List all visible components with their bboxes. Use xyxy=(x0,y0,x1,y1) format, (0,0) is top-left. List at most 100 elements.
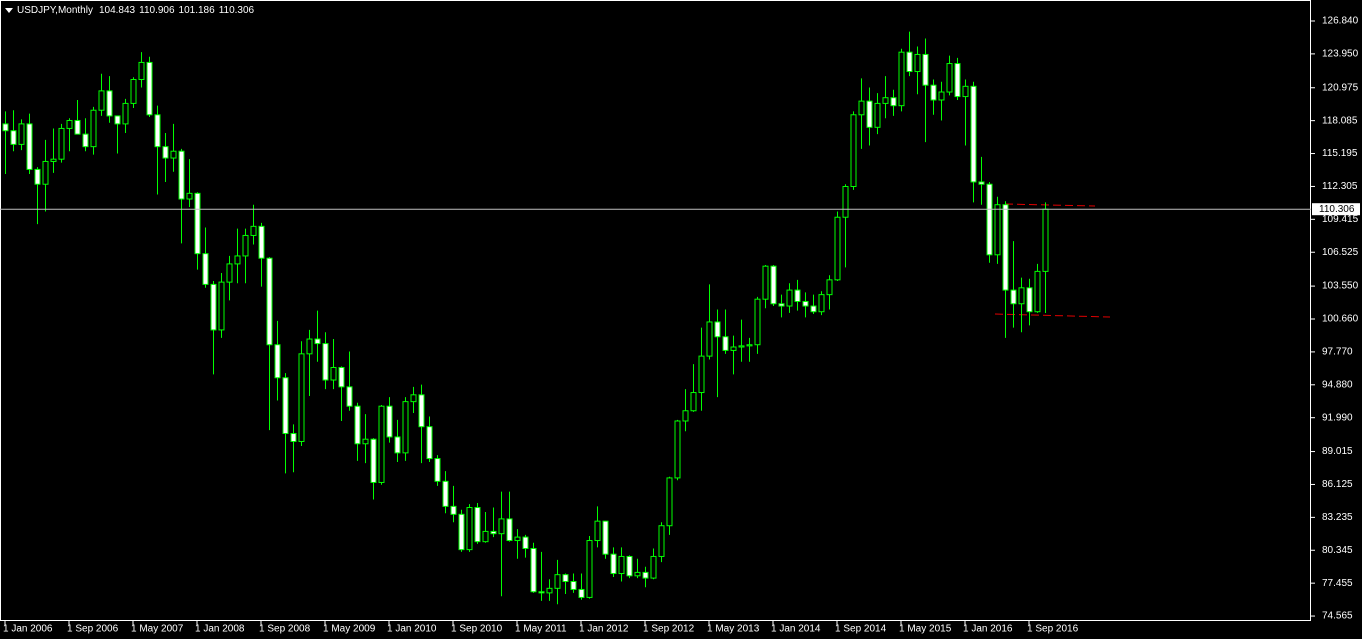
candle-body xyxy=(306,338,313,355)
high-value: 110.906 xyxy=(139,5,175,16)
candle-body xyxy=(698,355,705,394)
trend-line[interactable] xyxy=(994,313,1111,318)
x-tick-label: 1 Jan 2012 xyxy=(579,624,629,635)
candle-body xyxy=(266,257,273,346)
candle-body xyxy=(786,289,793,307)
candle-body xyxy=(362,438,369,445)
candle-body xyxy=(90,109,97,148)
x-tick-label: 1 May 2009 xyxy=(323,624,376,635)
candle-body xyxy=(594,520,601,542)
candle-body xyxy=(34,168,41,185)
x-tick-label: 1 May 2007 xyxy=(131,624,184,635)
y-tick-label: 83.235 xyxy=(1322,512,1353,523)
candle-body xyxy=(410,394,417,403)
candle-body xyxy=(450,505,457,515)
candle-body xyxy=(978,181,985,185)
candle-body xyxy=(738,345,745,348)
candle-body xyxy=(1034,270,1041,313)
candle-body xyxy=(610,553,617,575)
candle-body xyxy=(202,253,209,285)
trend-line[interactable] xyxy=(1004,203,1096,207)
y-tick-label: 112.305 xyxy=(1322,181,1358,192)
candle-body xyxy=(2,123,9,132)
candle-body xyxy=(898,51,905,107)
x-tick-label: 1 Jan 2010 xyxy=(387,624,437,635)
candle-body xyxy=(914,53,921,73)
candle-body xyxy=(714,321,721,338)
y-tick-label: 109.415 xyxy=(1322,214,1359,225)
y-tick-label: 123.950 xyxy=(1322,49,1359,60)
candle-body xyxy=(778,303,785,307)
candle-body xyxy=(26,123,33,170)
candle-body xyxy=(210,283,217,331)
candle-body xyxy=(130,78,137,104)
x-tick-label: 1 Sep 2012 xyxy=(643,624,695,635)
candle-body xyxy=(474,507,481,543)
menu-triangle[interactable] xyxy=(5,8,13,13)
candle-body xyxy=(290,433,297,442)
candle-body xyxy=(402,401,409,454)
y-tick-label: 118.085 xyxy=(1322,115,1358,126)
x-tick-label: 1 Sep 2010 xyxy=(451,624,503,635)
candle-body xyxy=(530,547,537,593)
candle-body xyxy=(746,344,753,347)
price-label: 110.306 xyxy=(1319,204,1355,215)
y-tick-label: 103.550 xyxy=(1322,281,1359,292)
y-tick-label: 97.770 xyxy=(1322,347,1353,358)
candle-body xyxy=(74,119,81,135)
x-tick-label: 1 May 2011 xyxy=(515,624,567,635)
x-tick-label: 1 May 2013 xyxy=(707,624,760,635)
candle-body xyxy=(178,150,185,200)
candle-body xyxy=(522,536,529,549)
candle-body xyxy=(250,225,257,236)
candle-body xyxy=(674,420,681,479)
candle-body xyxy=(690,392,697,412)
candle-body xyxy=(1002,204,1009,291)
candle-body xyxy=(962,85,969,98)
candle-body xyxy=(850,114,857,187)
open-value: 104.843 xyxy=(99,5,136,16)
candle-body xyxy=(434,458,441,482)
candle-body xyxy=(506,518,513,542)
candle-body xyxy=(842,185,849,218)
y-tick-label: 115.195 xyxy=(1322,148,1358,159)
candle-body xyxy=(634,571,641,577)
candle-body xyxy=(946,63,953,93)
candle-body xyxy=(954,63,961,98)
x-tick-label: 1 Sep 2016 xyxy=(1027,624,1079,635)
candle-body xyxy=(770,265,777,305)
y-tick-label: 126.840 xyxy=(1322,16,1359,27)
x-tick-label: 1 Jan 2014 xyxy=(771,624,821,635)
close-value: 110.306 xyxy=(219,5,255,16)
candle-body xyxy=(10,130,17,145)
candle-body xyxy=(658,525,665,557)
x-tick-label: 1 Jan 2016 xyxy=(963,624,1013,635)
x-tick-label: 1 Sep 2014 xyxy=(835,624,887,635)
candle-body xyxy=(514,536,521,542)
candle-body xyxy=(226,263,233,283)
candle-body xyxy=(98,90,105,111)
candle-body xyxy=(66,119,73,129)
x-tick-label: 1 May 2015 xyxy=(899,624,952,635)
candle-body xyxy=(626,555,633,577)
candle-body xyxy=(602,520,609,555)
candle-body xyxy=(242,234,249,257)
y-tick-label: 100.660 xyxy=(1322,314,1359,325)
candle-body xyxy=(858,100,865,116)
candle-body xyxy=(866,100,873,128)
candle-body xyxy=(1010,289,1017,305)
y-tick-label: 74.565 xyxy=(1322,611,1353,622)
y-tick-label: 106.525 xyxy=(1322,247,1359,258)
candle-body xyxy=(346,386,353,407)
candle-body xyxy=(586,540,593,598)
y-tick-label: 86.125 xyxy=(1322,479,1353,490)
y-tick-label: 120.975 xyxy=(1322,82,1359,93)
candle-body xyxy=(194,192,201,255)
candle-body xyxy=(826,279,833,296)
candle-body xyxy=(922,53,929,86)
y-tick-label: 94.880 xyxy=(1322,379,1353,390)
candle-body xyxy=(42,160,49,185)
candle-body xyxy=(338,366,345,388)
candle-body xyxy=(818,294,825,313)
candle-body xyxy=(882,97,889,104)
